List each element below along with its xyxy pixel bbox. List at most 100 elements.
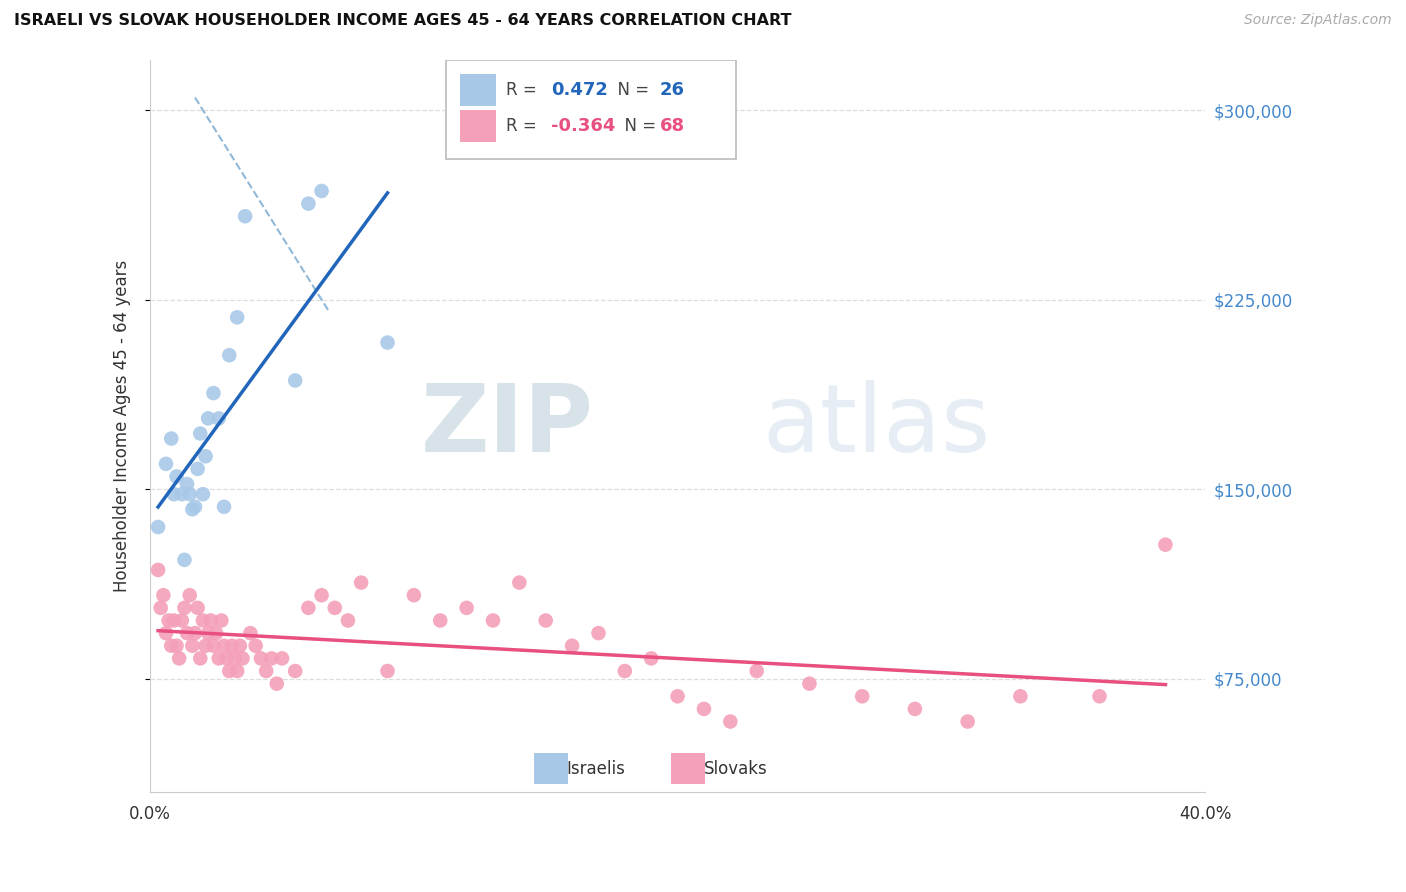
Text: 68: 68 [659, 117, 685, 136]
Point [226, 664, 249, 678]
Text: 26: 26 [659, 80, 685, 99]
Point [233, 209, 256, 223]
Point [229, 639, 252, 653]
Point [146, 520, 169, 534]
Point [284, 664, 307, 678]
Point [160, 639, 183, 653]
Text: R =: R = [506, 117, 541, 136]
Point [215, 651, 238, 665]
Point [146, 563, 169, 577]
Point [218, 348, 240, 362]
Point [297, 600, 319, 615]
Point [851, 690, 873, 704]
Point [693, 702, 716, 716]
FancyBboxPatch shape [460, 110, 496, 143]
Point [266, 676, 288, 690]
Point [155, 626, 177, 640]
Point [1010, 690, 1032, 704]
Point [212, 639, 235, 653]
Point [613, 664, 636, 678]
Text: ZIP: ZIP [420, 380, 593, 472]
Point [209, 614, 232, 628]
Point [640, 651, 662, 665]
Point [224, 651, 246, 665]
Point [534, 614, 557, 628]
Point [271, 651, 294, 665]
Point [311, 184, 333, 198]
Point [179, 588, 201, 602]
Point [160, 432, 183, 446]
Point [184, 626, 207, 640]
Point [239, 626, 262, 640]
Point [170, 614, 193, 628]
Point [166, 639, 188, 653]
Point [184, 500, 207, 514]
Text: -0.364: -0.364 [551, 117, 616, 136]
FancyBboxPatch shape [534, 754, 568, 784]
Point [245, 639, 267, 653]
Point [200, 614, 222, 628]
Point [904, 702, 927, 716]
Point [191, 487, 214, 501]
Point [167, 651, 190, 665]
Point [284, 374, 307, 388]
Point [799, 676, 821, 690]
Point [170, 487, 193, 501]
Point [221, 639, 243, 653]
Point [163, 487, 186, 501]
Point [179, 487, 201, 501]
Point [666, 690, 689, 704]
Point [194, 639, 217, 653]
Point [197, 411, 219, 425]
Point [166, 469, 188, 483]
Point [456, 600, 478, 615]
Point [402, 588, 425, 602]
Point [231, 651, 253, 665]
FancyBboxPatch shape [446, 60, 735, 159]
Point [377, 664, 399, 678]
Point [181, 502, 204, 516]
Point [218, 664, 240, 678]
Point [297, 196, 319, 211]
Point [254, 664, 277, 678]
Point [350, 575, 373, 590]
Point [336, 614, 359, 628]
Point [208, 411, 231, 425]
Point [149, 600, 172, 615]
Point [429, 614, 451, 628]
Point [176, 477, 198, 491]
Point [157, 614, 180, 628]
Point [745, 664, 768, 678]
Point [226, 310, 249, 325]
Point [202, 386, 225, 401]
Point [155, 457, 177, 471]
FancyBboxPatch shape [671, 754, 704, 784]
Text: Source: ZipAtlas.com: Source: ZipAtlas.com [1244, 13, 1392, 28]
Point [188, 651, 211, 665]
Point [260, 651, 283, 665]
Point [508, 575, 530, 590]
Text: N =: N = [614, 117, 662, 136]
Point [152, 588, 174, 602]
Point [718, 714, 741, 729]
Point [208, 651, 231, 665]
Point [250, 651, 273, 665]
Text: atlas: atlas [762, 380, 990, 472]
Text: ISRAELI VS SLOVAK HOUSEHOLDER INCOME AGES 45 - 64 YEARS CORRELATION CHART: ISRAELI VS SLOVAK HOUSEHOLDER INCOME AGE… [14, 13, 792, 29]
Text: Slovaks: Slovaks [704, 760, 768, 778]
Point [212, 500, 235, 514]
Point [1088, 690, 1111, 704]
Text: N =: N = [607, 80, 654, 99]
Point [197, 626, 219, 640]
Point [187, 462, 209, 476]
Text: Israelis: Israelis [567, 760, 626, 778]
Text: 0.472: 0.472 [551, 80, 607, 99]
Point [191, 614, 214, 628]
Point [176, 626, 198, 640]
Point [205, 626, 228, 640]
Point [163, 614, 186, 628]
Y-axis label: Householder Income Ages 45 - 64 years: Householder Income Ages 45 - 64 years [114, 260, 131, 592]
Point [181, 639, 204, 653]
Point [482, 614, 505, 628]
Point [588, 626, 610, 640]
